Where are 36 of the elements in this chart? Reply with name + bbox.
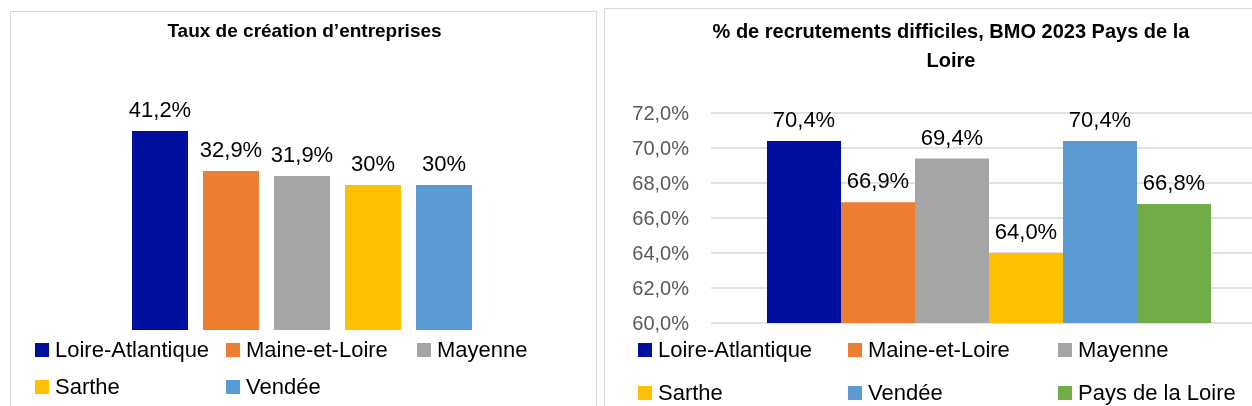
data-label: 41,2%	[128, 97, 192, 122]
data-label: 31,9%	[270, 141, 334, 167]
chart-title: Taux de création d’entreprises	[166, 19, 443, 43]
legend-label: Mayenne	[1078, 336, 1169, 363]
y-tick-label: 72,0%	[632, 102, 690, 125]
y-tick-label: 70,0%	[632, 137, 690, 160]
legend-label: Sarthe	[55, 373, 120, 400]
legend-label: Sarthe	[658, 379, 723, 406]
data-label: 66,9%	[846, 168, 910, 194]
bar	[416, 185, 472, 330]
y-tick-label: 68,0%	[632, 172, 690, 195]
y-tick-label: 66,0%	[632, 207, 690, 230]
legend-label: Vendée	[868, 379, 943, 406]
legend-label: Loire-Atlantique	[55, 336, 210, 363]
y-tick-label: 62,0%	[632, 277, 690, 300]
bar	[132, 131, 188, 330]
y-tick-label: 60,0%	[632, 312, 690, 335]
data-label: 30%	[350, 151, 396, 177]
y-tick-label: 64,0%	[632, 242, 690, 265]
data-label: 70,4%	[1068, 107, 1132, 132]
bar	[203, 171, 259, 330]
data-label: 30%	[421, 151, 467, 177]
bar	[274, 175, 330, 330]
chart-title: % de recrutements difficiles, BMO 2023 Pays de la Loire	[711, 19, 1191, 73]
legend-label: Loire-Atlantique	[658, 336, 813, 363]
data-label: 32,9%	[199, 137, 263, 163]
data-label: 64,0%	[994, 219, 1058, 244]
data-label: 69,4%	[920, 124, 984, 150]
legend-label: Maine-et-Loire	[246, 336, 388, 363]
legend-label: Maine-et-Loire	[868, 336, 1010, 363]
legend-label: Vendée	[246, 373, 321, 400]
legend-label: Pays de la Loire	[1078, 379, 1236, 406]
bar	[345, 185, 401, 330]
legend-label: Mayenne	[437, 336, 528, 363]
data-label: 66,8%	[1142, 170, 1206, 195]
data-label: 70,4%	[772, 107, 836, 132]
